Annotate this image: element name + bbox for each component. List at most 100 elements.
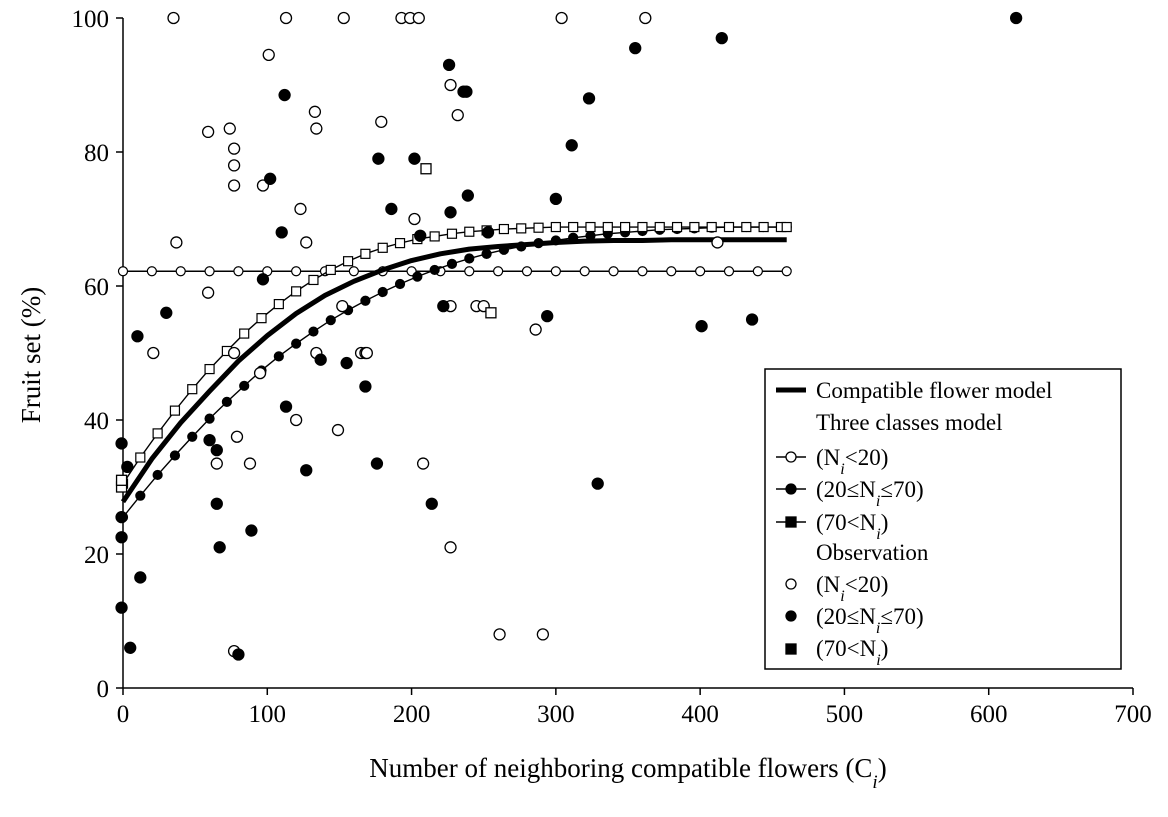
x-tick-label: 300 [537, 701, 575, 728]
class-low-model-marker [579, 266, 590, 277]
class-high-model-marker [550, 221, 561, 233]
class-high-model-marker [325, 264, 336, 276]
observation-point-mid [124, 641, 137, 654]
observation-point-mid [372, 152, 385, 165]
observation-point-mid [385, 202, 398, 216]
class-low-model-marker [348, 266, 359, 277]
observation-point-low [289, 413, 303, 427]
observation-point-mid [279, 400, 293, 413]
class-mid-model-marker [481, 248, 492, 259]
x-tick-label: 600 [970, 701, 1008, 728]
x-tick-label: 0 [117, 701, 130, 728]
class-low-model-marker [723, 266, 735, 277]
observation-point-mid [481, 226, 495, 239]
legend-obs-marker-high [785, 643, 797, 655]
x-tick-label: 100 [249, 701, 287, 728]
y-tick-label: 40 [84, 408, 109, 435]
y-tick-label: 80 [84, 140, 109, 167]
class-high-model-marker [671, 221, 683, 233]
observation-point-low [412, 11, 425, 25]
observation-point-high [420, 163, 432, 175]
observation-point-mid [745, 313, 759, 326]
class-mid-model-marker [204, 413, 215, 424]
observation-point-mid [340, 356, 353, 370]
class-high-model-marker [394, 238, 406, 249]
observation-point-mid [549, 192, 563, 206]
class-low-model-marker [666, 266, 677, 277]
observation-point-mid [629, 42, 642, 55]
class-mid-model-marker [446, 258, 458, 269]
observation-point-mid [134, 571, 147, 584]
observation-point-low [639, 11, 652, 25]
legend-line-mid-label: (20≤Ni≤70) [816, 477, 924, 510]
legend-marker-line-high [785, 516, 797, 528]
class-high-model-marker [781, 221, 792, 233]
class-high-model-marker [464, 226, 475, 237]
class-low-model-marker [695, 266, 706, 277]
observation-points [115, 11, 1023, 661]
class-high-model-marker [585, 221, 596, 233]
observation-point-mid [300, 464, 313, 477]
class-high-model-marker [741, 221, 752, 233]
observation-point-mid [121, 460, 134, 474]
observation-point-low [167, 11, 180, 25]
y-tick-label: 0 [97, 676, 110, 703]
observation-point-low [360, 346, 373, 360]
legend-obs-marker-mid [785, 610, 797, 622]
observation-point-low [444, 541, 457, 554]
observation-point-mid [115, 437, 128, 450]
class-high-model-marker [723, 221, 735, 233]
x-tick-label: 200 [393, 701, 431, 728]
class-high-model-marker [152, 428, 163, 439]
observation-point-mid [210, 497, 223, 510]
observation-point-low [227, 346, 241, 360]
observation-point-low [253, 366, 267, 380]
tick-marks [116, 17, 1134, 695]
observation-point-low [294, 202, 307, 216]
legend-line-low-label: (Ni<20) [816, 445, 888, 478]
class-low-model-marker [637, 266, 648, 277]
x-axis-title: Number of neighboring compatible flowers… [369, 753, 886, 793]
class-mid-model-marker [377, 286, 388, 298]
class-low-model-marker [752, 266, 763, 277]
class-high-model-marker [533, 222, 544, 233]
y-tick-label: 100 [72, 6, 110, 33]
observation-point-low [444, 78, 457, 92]
x-tick-label: 400 [681, 701, 719, 728]
class-low-model-marker [608, 266, 619, 277]
class-high-model-marker [273, 298, 284, 310]
observation-point-mid [541, 309, 554, 323]
legend-three-classes-label: Three classes model [816, 410, 1002, 435]
legend-obs-high-label: (70<Ni) [816, 636, 888, 669]
observation-point-low [227, 179, 241, 192]
class-mid-model-marker [135, 490, 146, 501]
class-high-model-marker [758, 221, 769, 233]
observation-point-mid [460, 85, 473, 98]
class-low-model-marker [233, 266, 244, 277]
x-tick-label: 700 [1114, 701, 1152, 728]
class-high-model-marker [429, 231, 440, 242]
observation-point-mid [414, 229, 427, 242]
class-low-model-marker [117, 266, 129, 277]
observation-point-mid [1009, 11, 1023, 25]
legend-marker-line-mid [785, 483, 797, 495]
observation-point-mid [444, 206, 457, 219]
class-high-model-marker [308, 274, 319, 286]
class-low-model-marker [521, 266, 533, 277]
observation-point-low [279, 11, 293, 25]
observation-point-low [337, 11, 350, 25]
observation-point-low [147, 346, 160, 360]
observation-point-mid [160, 306, 173, 319]
class-mid-model-marker [429, 264, 440, 276]
observation-point-low [711, 236, 724, 249]
class-high-model-marker [187, 384, 198, 395]
observation-point-low [223, 122, 236, 135]
observation-point-mid [314, 353, 327, 366]
class-high-model-marker [169, 405, 181, 416]
observation-point-mid [461, 189, 474, 202]
class-mid-model-marker [412, 271, 423, 282]
y-axis-title: Fruit set (%) [16, 287, 46, 423]
observation-point-low [451, 109, 464, 122]
observation-point-mid [213, 541, 226, 554]
